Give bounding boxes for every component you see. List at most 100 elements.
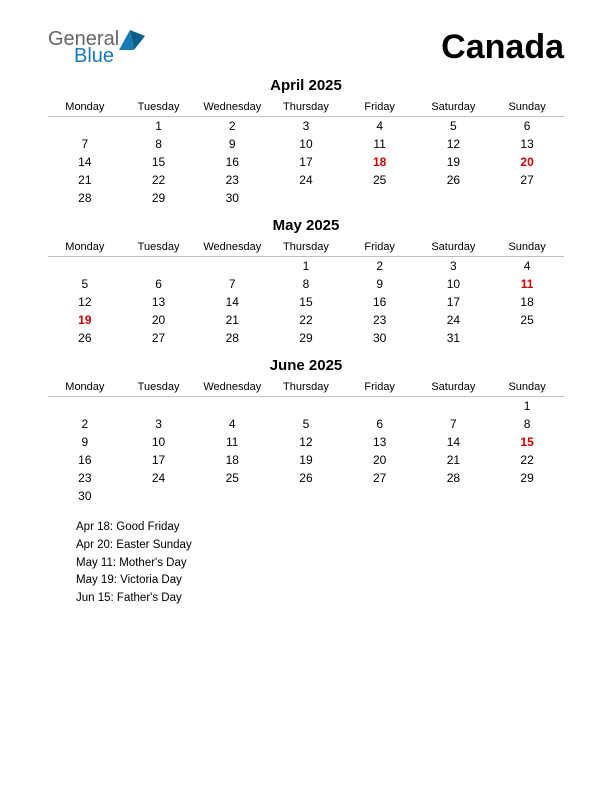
calendar-row: 123456 bbox=[48, 117, 564, 136]
calendar-cell: 28 bbox=[195, 329, 269, 347]
calendar-row: 1 bbox=[48, 397, 564, 416]
calendar-cell: 11 bbox=[343, 135, 417, 153]
calendar-cell: 30 bbox=[48, 487, 122, 505]
day-header: Monday bbox=[48, 238, 122, 257]
calendar-cell: 16 bbox=[48, 451, 122, 469]
month-block: June 2025MondayTuesdayWednesdayThursdayF… bbox=[48, 357, 564, 505]
calendar-cell: 23 bbox=[343, 311, 417, 329]
calendar-cell: 12 bbox=[269, 433, 343, 451]
calendar-cell: 27 bbox=[343, 469, 417, 487]
day-header: Saturday bbox=[417, 378, 491, 397]
day-header: Saturday bbox=[417, 238, 491, 257]
calendar-cell: 17 bbox=[269, 153, 343, 171]
calendar-cell: 16 bbox=[195, 153, 269, 171]
calendar-cell: 8 bbox=[122, 135, 196, 153]
calendar-cell: 2 bbox=[195, 117, 269, 136]
calendar-cell bbox=[343, 487, 417, 505]
calendar-cell: 6 bbox=[122, 275, 196, 293]
calendar-cell: 15 bbox=[122, 153, 196, 171]
calendar-cell bbox=[490, 329, 564, 347]
calendar-cell: 25 bbox=[490, 311, 564, 329]
calendar-row: 262728293031 bbox=[48, 329, 564, 347]
calendar-cell bbox=[417, 487, 491, 505]
calendar-cell: 25 bbox=[343, 171, 417, 189]
calendar-row: 23242526272829 bbox=[48, 469, 564, 487]
calendar-cell: 6 bbox=[490, 117, 564, 136]
calendar-cell: 12 bbox=[417, 135, 491, 153]
calendar-cell bbox=[195, 487, 269, 505]
calendar-cell: 27 bbox=[490, 171, 564, 189]
calendar-cell: 27 bbox=[122, 329, 196, 347]
calendar-cell bbox=[269, 487, 343, 505]
day-header: Tuesday bbox=[122, 378, 196, 397]
calendar-cell bbox=[48, 257, 122, 276]
calendar-cell: 22 bbox=[122, 171, 196, 189]
calendar-cell: 11 bbox=[490, 275, 564, 293]
calendar-cell: 4 bbox=[343, 117, 417, 136]
calendar-row: 16171819202122 bbox=[48, 451, 564, 469]
calendar-row: 9101112131415 bbox=[48, 433, 564, 451]
calendar-cell: 10 bbox=[269, 135, 343, 153]
calendar-row: 78910111213 bbox=[48, 135, 564, 153]
calendar-cell: 4 bbox=[195, 415, 269, 433]
calendar-cell: 19 bbox=[48, 311, 122, 329]
calendar-cell: 18 bbox=[195, 451, 269, 469]
calendar-cell: 14 bbox=[417, 433, 491, 451]
calendar-cell: 14 bbox=[195, 293, 269, 311]
calendar-cell: 7 bbox=[195, 275, 269, 293]
calendar-cell: 22 bbox=[269, 311, 343, 329]
calendar-row: 282930 bbox=[48, 189, 564, 207]
calendar-cell: 9 bbox=[48, 433, 122, 451]
calendar-row: 567891011 bbox=[48, 275, 564, 293]
calendar-cell: 8 bbox=[269, 275, 343, 293]
day-header: Thursday bbox=[269, 378, 343, 397]
calendar-cell bbox=[417, 189, 491, 207]
calendar-cell bbox=[490, 189, 564, 207]
calendar-cell: 17 bbox=[122, 451, 196, 469]
calendar-cell bbox=[48, 117, 122, 136]
calendar-cell: 10 bbox=[417, 275, 491, 293]
calendar-cell: 19 bbox=[417, 153, 491, 171]
calendar-cell: 17 bbox=[417, 293, 491, 311]
calendar-cell: 15 bbox=[490, 433, 564, 451]
calendar-cell: 31 bbox=[417, 329, 491, 347]
calendar-cell: 18 bbox=[490, 293, 564, 311]
calendar-cell: 28 bbox=[417, 469, 491, 487]
calendar-row: 30 bbox=[48, 487, 564, 505]
calendar-cell: 26 bbox=[48, 329, 122, 347]
month-block: May 2025MondayTuesdayWednesdayThursdayFr… bbox=[48, 217, 564, 347]
calendar-cell bbox=[490, 487, 564, 505]
calendar-cell: 29 bbox=[122, 189, 196, 207]
calendar-cell bbox=[343, 189, 417, 207]
calendar-cell: 5 bbox=[417, 117, 491, 136]
calendar-cell: 29 bbox=[269, 329, 343, 347]
calendar-cell: 13 bbox=[343, 433, 417, 451]
calendar-cell: 6 bbox=[343, 415, 417, 433]
calendar-cell: 28 bbox=[48, 189, 122, 207]
calendar-cell: 3 bbox=[417, 257, 491, 276]
calendar-cell: 3 bbox=[269, 117, 343, 136]
day-header: Wednesday bbox=[195, 98, 269, 117]
day-header: Wednesday bbox=[195, 378, 269, 397]
header: General Blue Canada bbox=[48, 28, 564, 67]
calendar-cell bbox=[122, 257, 196, 276]
calendar-row: 1234 bbox=[48, 257, 564, 276]
holiday-item: May 11: Mother's Day bbox=[76, 555, 564, 573]
calendar-table: MondayTuesdayWednesdayThursdayFridaySatu… bbox=[48, 98, 564, 207]
calendar-cell: 29 bbox=[490, 469, 564, 487]
day-header: Thursday bbox=[269, 98, 343, 117]
day-header: Sunday bbox=[490, 98, 564, 117]
calendar-cell: 7 bbox=[48, 135, 122, 153]
day-header: Sunday bbox=[490, 238, 564, 257]
day-header: Thursday bbox=[269, 238, 343, 257]
calendar-cell: 26 bbox=[269, 469, 343, 487]
calendar-table: MondayTuesdayWednesdayThursdayFridaySatu… bbox=[48, 378, 564, 505]
calendar-cell: 18 bbox=[343, 153, 417, 171]
calendar-cell: 13 bbox=[122, 293, 196, 311]
day-header: Saturday bbox=[417, 98, 491, 117]
day-header: Monday bbox=[48, 98, 122, 117]
holiday-item: May 19: Victoria Day bbox=[76, 572, 564, 590]
calendar-cell: 22 bbox=[490, 451, 564, 469]
calendar-cell bbox=[269, 189, 343, 207]
calendar-cell: 21 bbox=[417, 451, 491, 469]
